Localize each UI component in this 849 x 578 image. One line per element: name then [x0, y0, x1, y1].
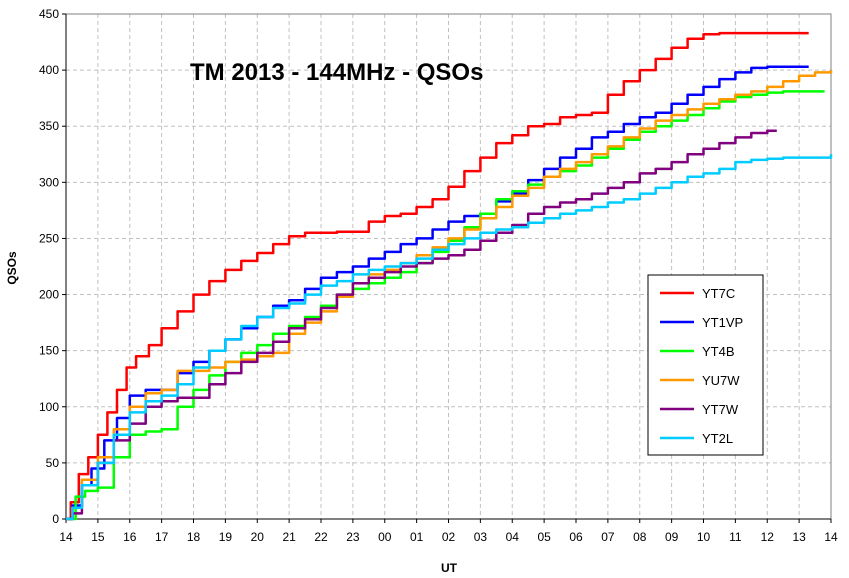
- x-tick-label: 20: [251, 530, 265, 544]
- x-tick-label: 09: [665, 530, 679, 544]
- x-ticks: 14 15 16 17 18 19 20 21 22 23 00 01 02 03 04 05 06 07 08 09…: [59, 518, 838, 544]
- legend: YT7C YT1VP YT4B YU7W YT7W YT2L: [647, 274, 764, 456]
- legend-label: YU7W: [702, 373, 740, 388]
- legend-label: YT2L: [702, 431, 733, 446]
- y-tick-label: 0: [52, 512, 59, 526]
- x-tick-label: 14: [824, 530, 838, 544]
- x-tick-label: 21: [282, 530, 296, 544]
- x-tick-label: 05: [537, 530, 551, 544]
- x-tick-label: 02: [442, 530, 456, 544]
- y-tick-label: 200: [39, 288, 59, 302]
- x-tick-label: 16: [123, 530, 137, 544]
- x-tick-label: 07: [601, 530, 615, 544]
- x-tick-label: 11: [729, 530, 742, 544]
- series-line-yt7c: [66, 31, 809, 521]
- x-tick-label: 19: [219, 530, 233, 544]
- y-tick-label: 450: [39, 7, 59, 21]
- legend-label: YT4B: [702, 344, 735, 359]
- y-tick-label: 50: [46, 456, 60, 470]
- y-tick-label: 250: [39, 231, 59, 245]
- y-tick-label: 400: [39, 63, 59, 77]
- y-tick-label: 100: [39, 400, 59, 414]
- x-axis-title: UT: [441, 561, 458, 575]
- series-line-yt2l: [66, 154, 833, 521]
- y-axis-title: QSOs: [5, 251, 19, 285]
- x-tick-label: 08: [633, 530, 647, 544]
- series-lines: [66, 31, 833, 521]
- x-tick-label: 15: [91, 530, 105, 544]
- x-tick-label: 06: [569, 530, 583, 544]
- x-tick-label: 10: [697, 530, 711, 544]
- x-tick-label: 12: [761, 530, 775, 544]
- y-tick-label: 350: [39, 119, 59, 133]
- x-tick-label: 22: [314, 530, 328, 544]
- x-tick-label: 00: [378, 530, 392, 544]
- legend-box: [647, 274, 764, 456]
- legend-label: YT7W: [702, 402, 739, 417]
- x-tick-label: 13: [792, 530, 806, 544]
- x-tick-label: 01: [410, 530, 424, 544]
- y-ticks: 0 50 100 150 200 250 300 350 400 450: [39, 7, 67, 526]
- x-tick-label: 03: [474, 530, 488, 544]
- legend-label: YT1VP: [702, 315, 743, 330]
- chart-title: TM 2013 - 144MHz - QSOs: [190, 59, 483, 86]
- y-tick-label: 150: [39, 344, 59, 358]
- x-tick-label: 04: [506, 530, 520, 544]
- y-tick-label: 300: [39, 175, 59, 189]
- legend-label: YT7C: [702, 286, 735, 301]
- x-tick-label: 17: [155, 530, 169, 544]
- x-tick-label: 23: [346, 530, 360, 544]
- x-tick-label: 14: [59, 530, 73, 544]
- x-tick-label: 18: [187, 530, 201, 544]
